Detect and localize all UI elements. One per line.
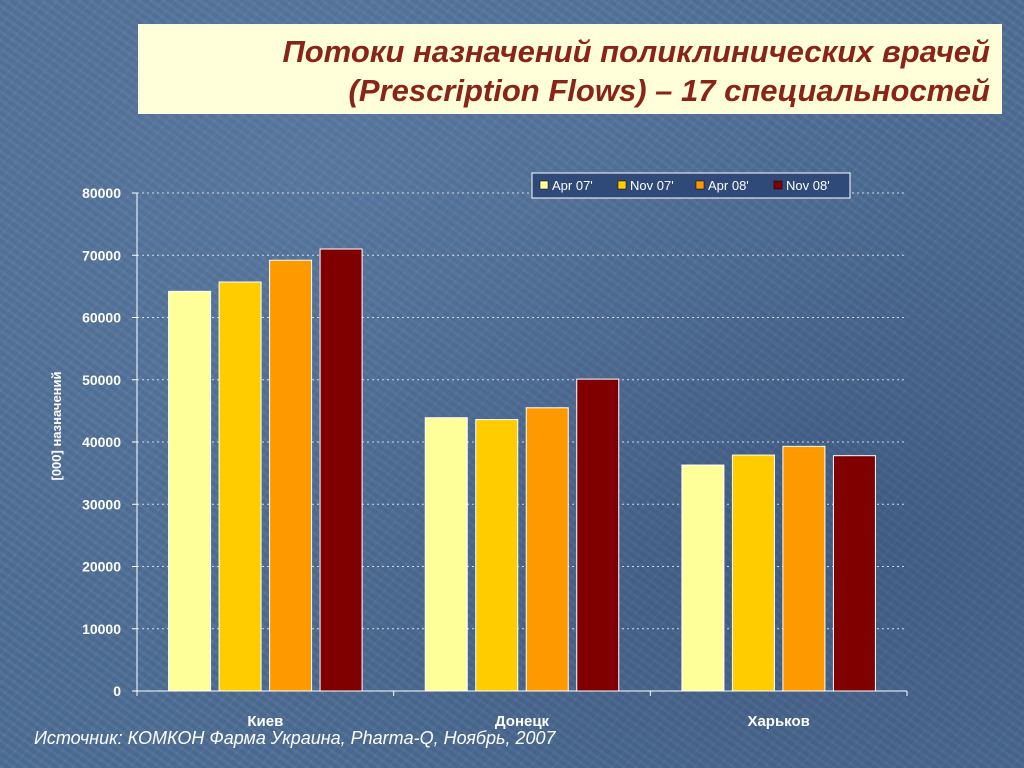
y-tick-label: 70000 <box>82 247 121 263</box>
bar <box>782 445 826 692</box>
y-axis-title: [000] назначений <box>49 371 64 480</box>
y-tick-label: 80000 <box>82 185 121 201</box>
category-label: Киев <box>247 713 283 730</box>
legend-label: Nov 07' <box>630 178 674 193</box>
legend: Apr 07' Nov 07' Apr 08' Nov 08' <box>531 172 851 199</box>
y-tick-label: 20000 <box>82 559 121 575</box>
y-tick-label: 50000 <box>82 372 121 388</box>
bar <box>832 455 876 692</box>
bar <box>681 464 725 692</box>
x-axis <box>136 690 908 696</box>
title-box: Потоки назначений поликлинических врачей… <box>138 24 1002 114</box>
y-tick-label: 0 <box>113 683 121 699</box>
y-tick-label: 30000 <box>82 496 121 512</box>
bar <box>424 417 468 692</box>
legend-swatch <box>695 180 705 190</box>
bars <box>168 248 876 692</box>
source-note: Источник: КОМКОН Фарма Украина, Pharma-Q… <box>34 728 556 748</box>
bar <box>218 281 262 692</box>
y-tick-label: 40000 <box>82 434 121 450</box>
category-label: Харьков <box>747 713 809 730</box>
legend-label: Nov 08' <box>786 178 830 193</box>
category-label: Донецк <box>495 713 550 730</box>
bar <box>525 407 569 692</box>
y-axis: 0 10000 20000 30000 40000 50000 60000 70000 8000… <box>82 185 138 699</box>
legend-swatch <box>539 180 549 190</box>
bar <box>576 378 620 692</box>
slide-title-line-2: (Prescription Flows) – 17 специальностей <box>348 73 990 108</box>
category-labels: Киев Донецк Харьков <box>247 713 810 730</box>
bar <box>319 248 363 692</box>
bar <box>168 290 212 692</box>
legend-label: Apr 08' <box>708 178 749 193</box>
legend-swatch <box>773 180 783 190</box>
bar <box>475 419 519 692</box>
bar <box>269 259 313 692</box>
bar <box>731 454 775 692</box>
y-tick-label: 60000 <box>82 310 121 326</box>
legend-box <box>531 172 851 199</box>
y-tick-label: 10000 <box>82 621 121 637</box>
legend-swatch <box>617 180 627 190</box>
slide-title-line-1: Потоки назначений поликлинических врачей <box>282 34 990 69</box>
legend-label: Apr 07' <box>552 178 593 193</box>
